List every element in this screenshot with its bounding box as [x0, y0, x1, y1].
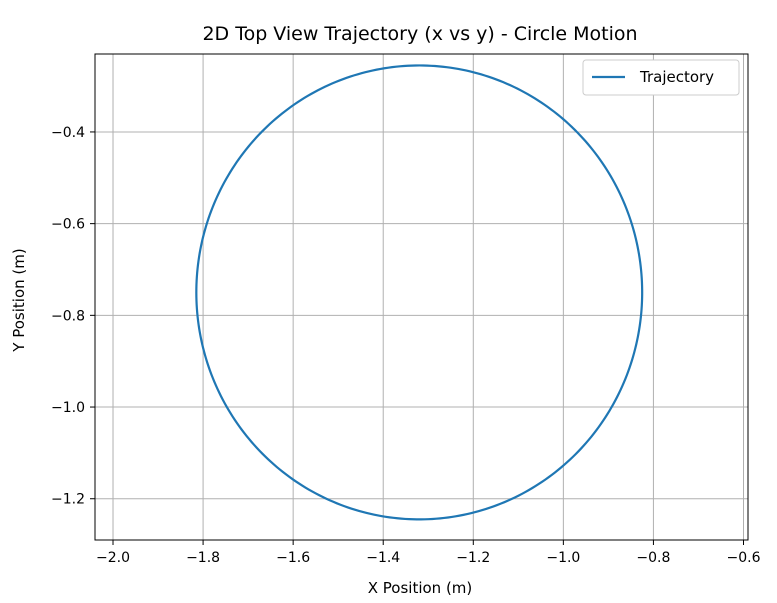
legend: Trajectory [582, 59, 740, 96]
y-tick-label: −0.4 [51, 125, 85, 141]
x-tick-label: −1.4 [366, 550, 400, 566]
legend-box [582, 59, 740, 96]
axis-layer: −2.0 −1.8 −1.6 −1.4 −1.2 −1.0 −0.8 −0.6 −0.4 −0.6… [51, 53, 761, 566]
legend-label-trajectory: Trajectory [639, 68, 714, 86]
y-tick-label: −0.6 [51, 217, 85, 233]
x-tick-label: −0.8 [636, 550, 670, 566]
plot-layer [195, 64, 644, 521]
x-axis-label: X Position (m) [368, 579, 473, 597]
x-tick-label: −1.8 [186, 550, 220, 566]
grid-layer [95, 54, 748, 540]
y-tick-label: −1.0 [51, 400, 85, 416]
y-tick-label: −1.2 [51, 492, 85, 508]
chart-title: 2D Top View Trajectory (x vs y) - Circle… [202, 23, 637, 45]
x-tick-label: −2.0 [96, 550, 130, 566]
x-tick-label: −1.6 [276, 550, 310, 566]
x-tick-label: −0.6 [726, 550, 760, 566]
x-tick-label: −1.2 [456, 550, 490, 566]
x-tick-label: −1.0 [546, 550, 580, 566]
trajectory-series-line [195, 64, 644, 521]
y-axis-label: Y Position (m) [10, 248, 28, 352]
y-tick-label: −0.8 [51, 308, 85, 324]
plot-frame [94, 53, 749, 541]
